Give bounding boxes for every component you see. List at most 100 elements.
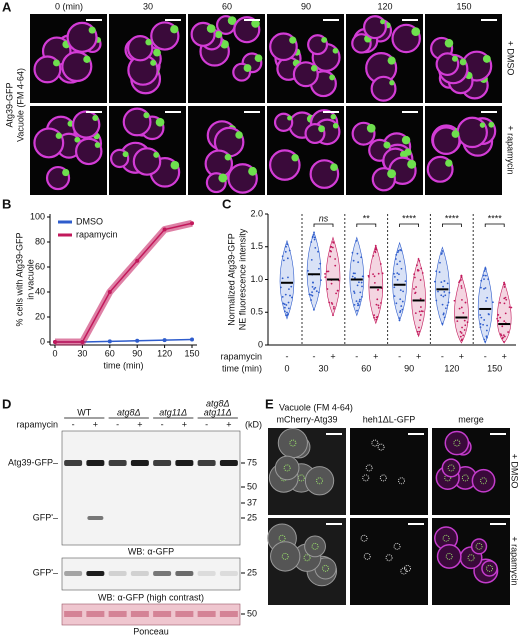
ne-ring <box>475 542 483 550</box>
column-header: 0 (min) <box>55 1 83 11</box>
violin-dot <box>461 338 463 341</box>
violin-dot <box>333 307 335 310</box>
violin-dot <box>400 267 403 270</box>
gfp-spot <box>251 19 260 28</box>
violin-dot <box>460 276 463 279</box>
sign-label: + <box>502 351 507 361</box>
violin-dot <box>440 281 443 284</box>
side-label: Atg39-GFP <box>4 82 14 127</box>
marker-label: 50 <box>247 608 257 618</box>
violin-dot <box>460 332 463 334</box>
y-axis-label: NE fluorescence intensity <box>237 228 247 330</box>
violin-dot <box>459 335 462 338</box>
violin-dot <box>400 305 403 307</box>
column-header: 90 <box>301 1 311 11</box>
violin-dot <box>377 304 380 307</box>
violin-dot <box>499 316 502 319</box>
micrograph <box>350 518 428 605</box>
gfp-spot <box>227 16 237 25</box>
violin-dot <box>374 250 376 253</box>
violin-dot <box>401 308 404 311</box>
gfp-spot <box>329 74 336 81</box>
violin-dot <box>439 261 441 264</box>
violin-body <box>368 244 384 325</box>
gfp-spot <box>310 65 318 72</box>
violin-dot <box>440 294 443 297</box>
y-tick-label: 1.0 <box>250 274 263 284</box>
sig-bracket <box>356 223 377 227</box>
violin-dot <box>461 326 463 329</box>
violin-dot <box>463 329 466 331</box>
gfp-spot <box>143 112 150 119</box>
violin-dot <box>393 286 396 289</box>
blot-caption: WB: α-GFP (high contrast) <box>98 592 204 602</box>
violin-dot <box>396 251 399 254</box>
gfp-spot <box>411 27 421 36</box>
y-tick-label: 2.0 <box>250 208 263 218</box>
violin-dot <box>479 314 482 316</box>
violin-dot <box>399 311 401 314</box>
gfp-spot <box>206 24 216 33</box>
violin-dot <box>399 298 402 301</box>
violin-dot <box>399 260 401 263</box>
legend-label: DMSO <box>76 216 103 226</box>
violin-dot <box>358 281 360 284</box>
sign-label: + <box>226 419 231 429</box>
sign-label: + <box>373 351 378 361</box>
violin-dot <box>480 279 483 282</box>
genotype: atg8Δ <box>117 407 141 417</box>
x-tick-label: 0 <box>284 363 289 373</box>
violin-dot <box>281 296 284 298</box>
violin-dot <box>310 241 313 243</box>
violin-dot <box>416 264 418 267</box>
violin-dot <box>420 267 423 270</box>
marker-label: 50 <box>247 481 257 491</box>
panel-letter: D <box>2 396 11 411</box>
violin-dot <box>486 296 489 299</box>
violin-dot <box>361 285 363 288</box>
band <box>86 571 105 576</box>
violin-dot <box>373 314 376 317</box>
violin-dot <box>311 285 314 288</box>
gfp-spot <box>291 154 299 162</box>
band <box>108 460 127 466</box>
violin-dot <box>460 285 463 287</box>
legend-label: rapamycin <box>76 229 118 239</box>
ne-ring <box>322 564 330 572</box>
sign-label: + <box>459 351 464 361</box>
gfp-spot <box>88 26 96 34</box>
gfp-spot <box>387 56 396 65</box>
violin-dot <box>312 281 314 284</box>
violin-dot <box>353 303 356 306</box>
band <box>108 571 127 576</box>
violin-dot <box>357 302 359 305</box>
violin-dot <box>502 334 505 337</box>
x-axis-label: time (min) <box>104 360 144 370</box>
violin-dot <box>419 319 421 322</box>
gfp-spot <box>254 54 263 63</box>
violin-dot <box>398 319 401 322</box>
gfp-spot <box>330 163 338 172</box>
violin-dot <box>417 269 419 271</box>
gfp-spot <box>235 131 243 139</box>
ne-ring <box>461 474 469 482</box>
violin-dot <box>359 291 362 294</box>
ne-ring <box>363 552 371 560</box>
violin-dot <box>483 287 485 290</box>
gfp-spot <box>380 19 386 25</box>
panel-letter: C <box>222 196 232 211</box>
row-label: + rapamycin <box>506 125 516 174</box>
gfp-spot <box>220 39 229 49</box>
violin-dot <box>282 259 285 262</box>
violin-dot <box>508 306 511 309</box>
violin-dot <box>499 301 501 304</box>
violin-dot <box>360 281 363 284</box>
violin-dot <box>291 296 293 299</box>
violin-dot <box>486 324 488 327</box>
violin-dot <box>448 291 451 294</box>
violin-dot <box>283 306 286 309</box>
violin-dot <box>351 275 354 278</box>
band <box>219 611 238 617</box>
violin-dot <box>497 313 500 316</box>
ne-ring <box>467 554 475 562</box>
